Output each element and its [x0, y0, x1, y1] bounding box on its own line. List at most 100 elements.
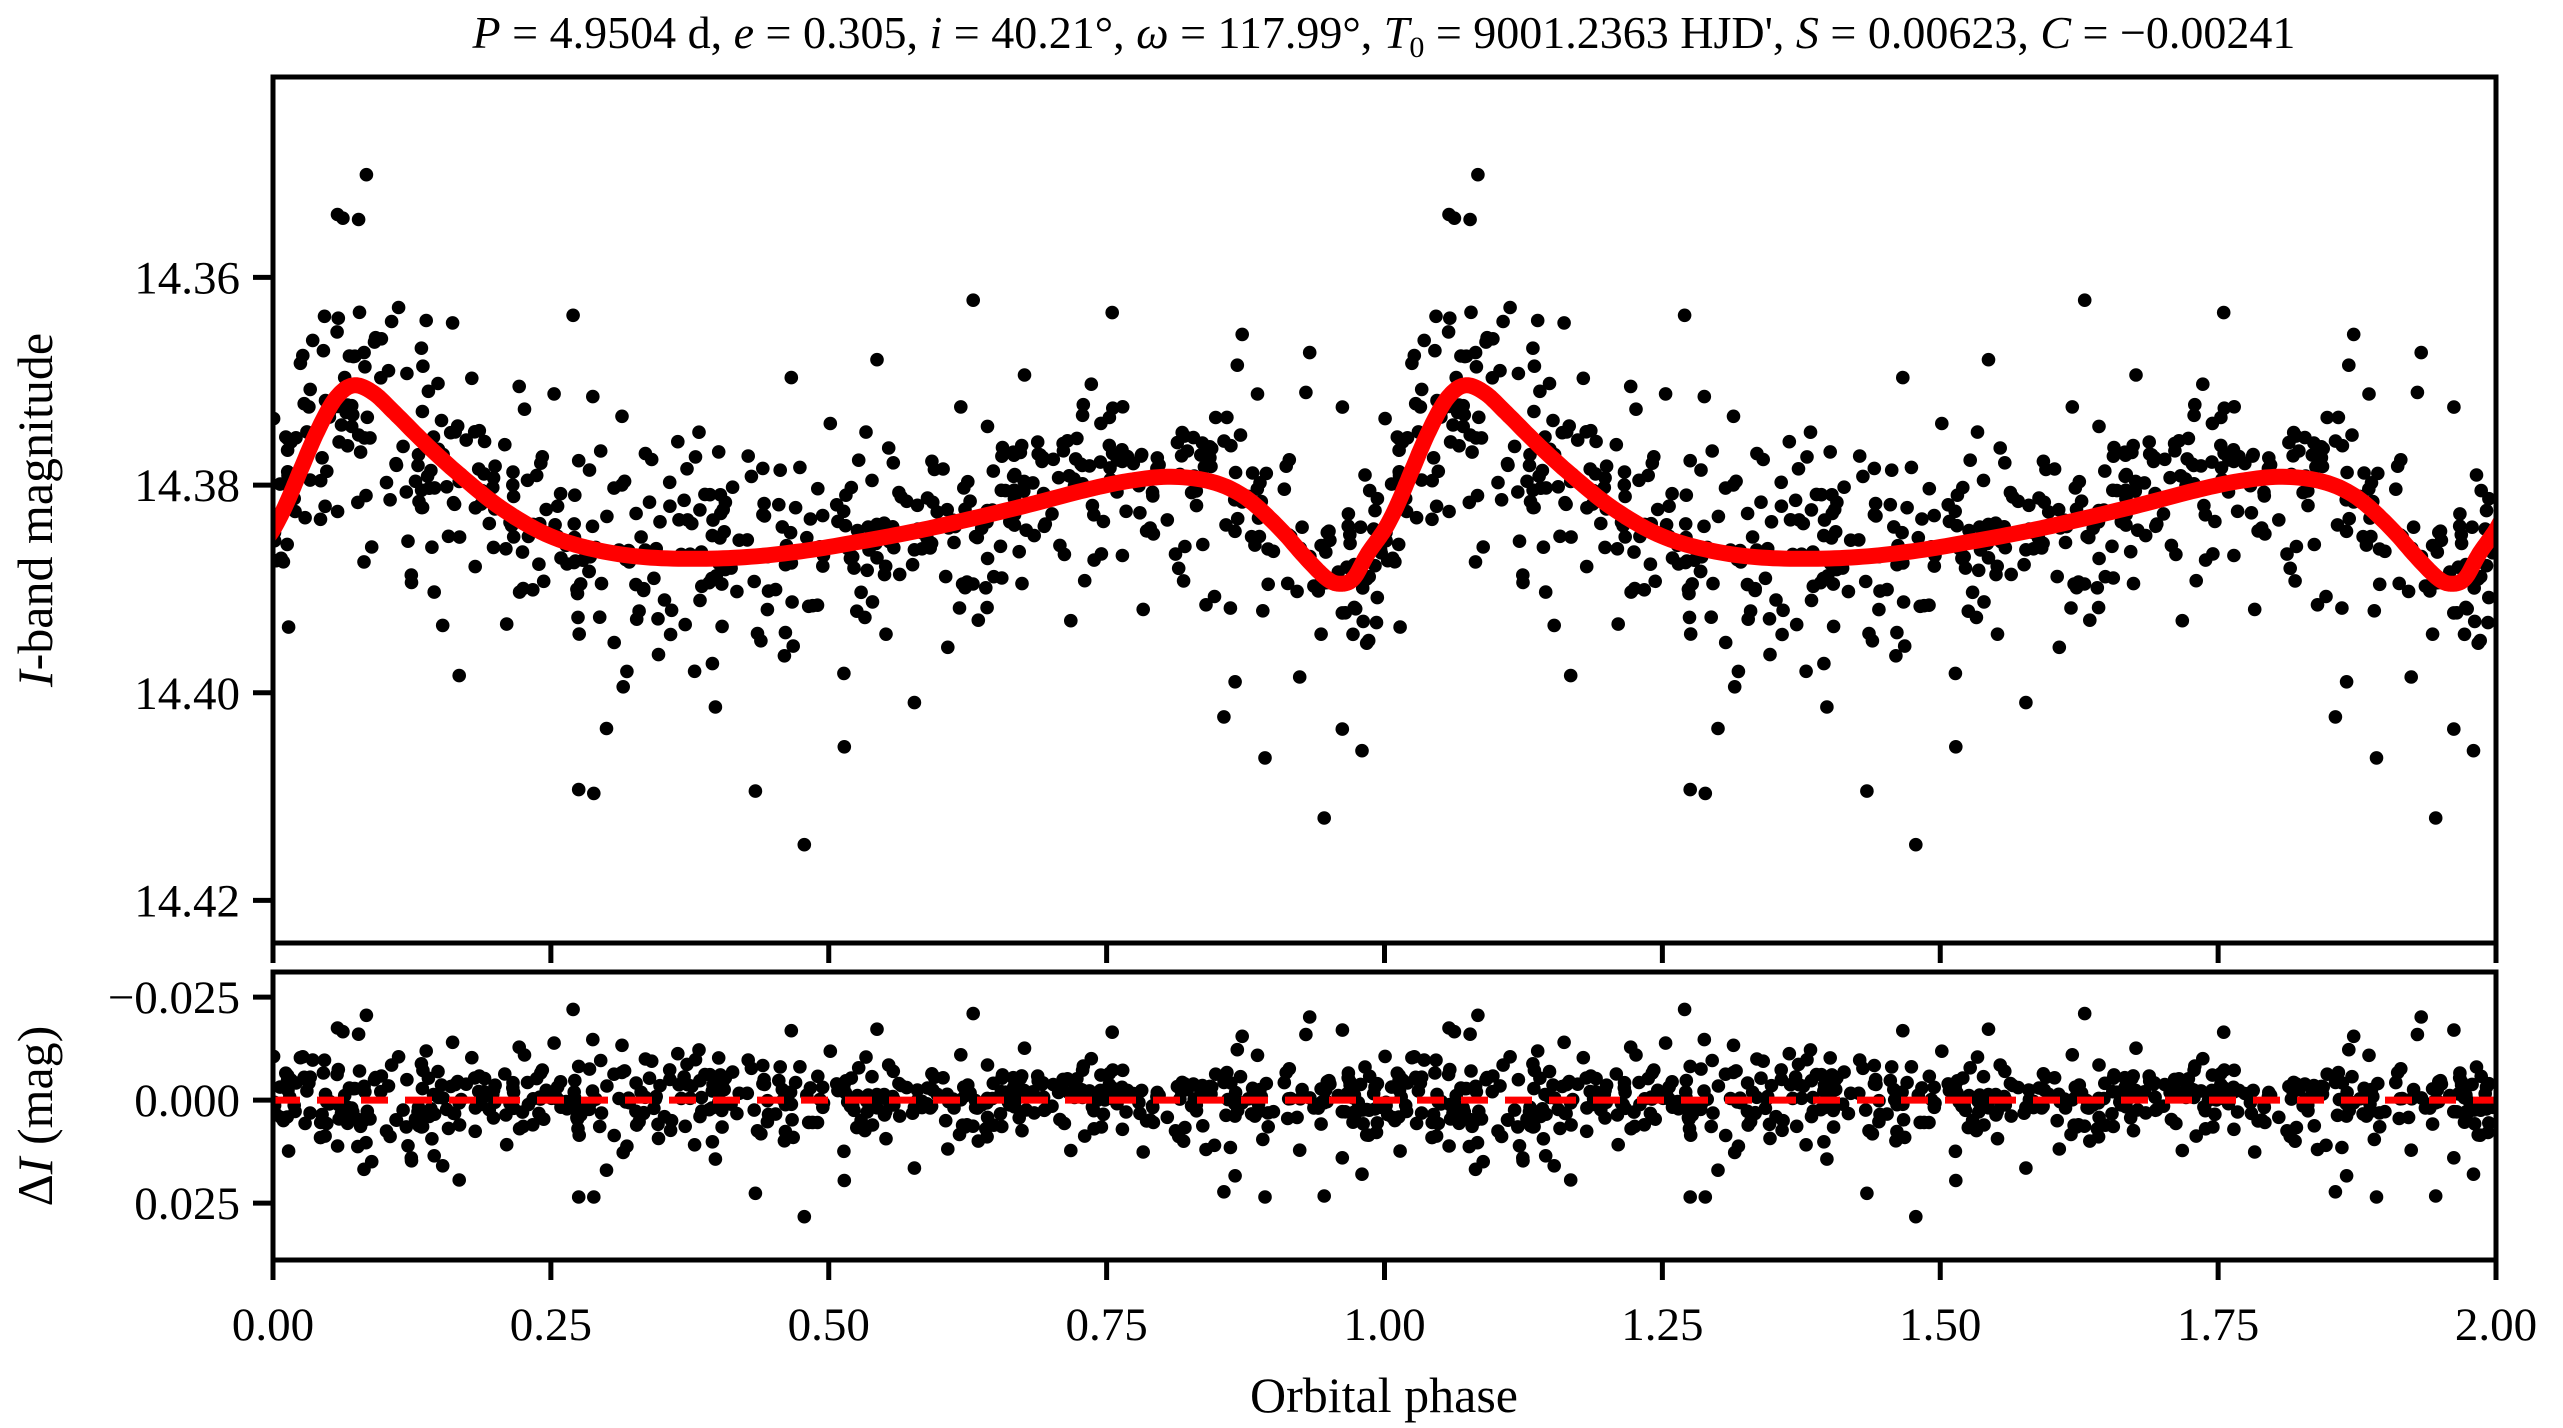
top-y-axis-label: I-band magnitude — [7, 333, 63, 688]
data-point — [1077, 573, 1092, 588]
data-point — [1546, 413, 1560, 428]
residual-point — [747, 1103, 761, 1117]
data-point — [499, 617, 514, 631]
data-point — [1248, 538, 1262, 552]
data-point — [512, 585, 527, 599]
data-point — [725, 480, 740, 495]
residual-point — [2065, 1048, 2080, 1062]
residual-point — [534, 1066, 548, 1080]
data-point — [571, 453, 586, 468]
data-point — [2339, 675, 2354, 689]
data-point — [651, 647, 666, 662]
data-point — [756, 507, 770, 522]
data-point — [1392, 443, 1406, 458]
residual-point — [1904, 1060, 1919, 1074]
residual-point — [797, 1209, 812, 1224]
data-point — [352, 305, 367, 320]
data-point — [468, 559, 483, 574]
residual-point — [401, 1139, 415, 1153]
residual-point — [1353, 1077, 1368, 1092]
data-point — [1476, 540, 1490, 554]
data-point — [1941, 498, 1955, 512]
data-point — [1468, 555, 1483, 569]
residual-point — [353, 1119, 368, 1134]
residual-point — [907, 1161, 922, 1175]
data-point — [1527, 404, 1541, 419]
residual-point — [415, 1081, 430, 1096]
residual-point — [2077, 1006, 2092, 1021]
residual-point — [756, 1058, 770, 1073]
data-point — [416, 359, 430, 374]
residual-point — [2258, 1115, 2272, 1130]
residual-point — [1896, 1023, 1910, 1038]
x-tick-label: 0.50 — [788, 1299, 870, 1351]
residual-point — [629, 1076, 643, 1090]
residual-point — [2272, 1110, 2286, 1125]
top-panel-scatter — [273, 167, 2496, 852]
data-point — [439, 480, 454, 494]
data-point — [2197, 498, 2211, 513]
data-point — [1230, 358, 1245, 373]
data-point — [2185, 457, 2200, 472]
data-point — [1726, 409, 1741, 424]
residual-point — [2173, 1086, 2188, 1100]
residual-point — [582, 1062, 597, 1076]
data-point — [553, 486, 568, 501]
residual-point — [1743, 1114, 1758, 1129]
residual-point — [1414, 1106, 1429, 1120]
data-point — [600, 509, 614, 524]
data-point — [905, 557, 920, 572]
residual-point — [357, 1162, 371, 1177]
data-point — [1076, 397, 1091, 412]
data-point — [2473, 633, 2487, 648]
data-point — [1057, 547, 1072, 562]
residual-point — [553, 1075, 568, 1089]
data-point — [2258, 527, 2272, 541]
residual-point — [2050, 1113, 2064, 1128]
data-point — [404, 575, 419, 590]
residual-point — [1378, 1049, 1392, 1064]
data-point — [2428, 811, 2443, 825]
residual-point — [1677, 1002, 1692, 1017]
data-point — [744, 469, 759, 484]
residual-point — [1858, 1103, 1873, 1117]
data-point — [1341, 507, 1356, 521]
residual-point — [330, 1139, 345, 1153]
residual-point — [1013, 1071, 1028, 1086]
data-point — [1256, 604, 1270, 618]
residual-point — [715, 1120, 729, 1134]
data-point — [315, 451, 329, 465]
data-point — [1176, 574, 1191, 588]
data-point — [2474, 483, 2488, 498]
residual-point — [1694, 1062, 1708, 1076]
data-point — [585, 519, 600, 534]
data-point — [1557, 316, 1571, 330]
data-point — [1292, 670, 1307, 684]
data-point — [615, 409, 629, 424]
residual-point — [586, 1032, 600, 1047]
residual-point — [1119, 1105, 1133, 1119]
x-tick-label: 1.25 — [1621, 1299, 1703, 1351]
data-point — [1727, 680, 1742, 694]
data-point — [1017, 368, 1032, 382]
data-point — [2410, 385, 2425, 400]
data-point — [1976, 473, 1991, 488]
data-point — [1346, 627, 1360, 642]
data-point — [1355, 743, 1369, 758]
data-point — [1579, 559, 1594, 574]
data-point — [1175, 425, 1189, 440]
residual-point — [994, 1084, 1009, 1099]
y-tick-label: 0.000 — [134, 1075, 240, 1127]
data-point — [1927, 508, 1941, 523]
data-point — [2335, 601, 2349, 615]
data-point — [2126, 576, 2141, 591]
data-point — [1900, 500, 1914, 515]
residual-point — [351, 1139, 365, 1154]
data-point — [526, 583, 540, 597]
data-point — [274, 551, 289, 566]
data-point — [1971, 563, 1986, 578]
residual-point — [757, 1072, 771, 1087]
data-point — [760, 602, 775, 617]
residual-point — [281, 1144, 296, 1158]
residual-point — [2339, 1109, 2354, 1123]
